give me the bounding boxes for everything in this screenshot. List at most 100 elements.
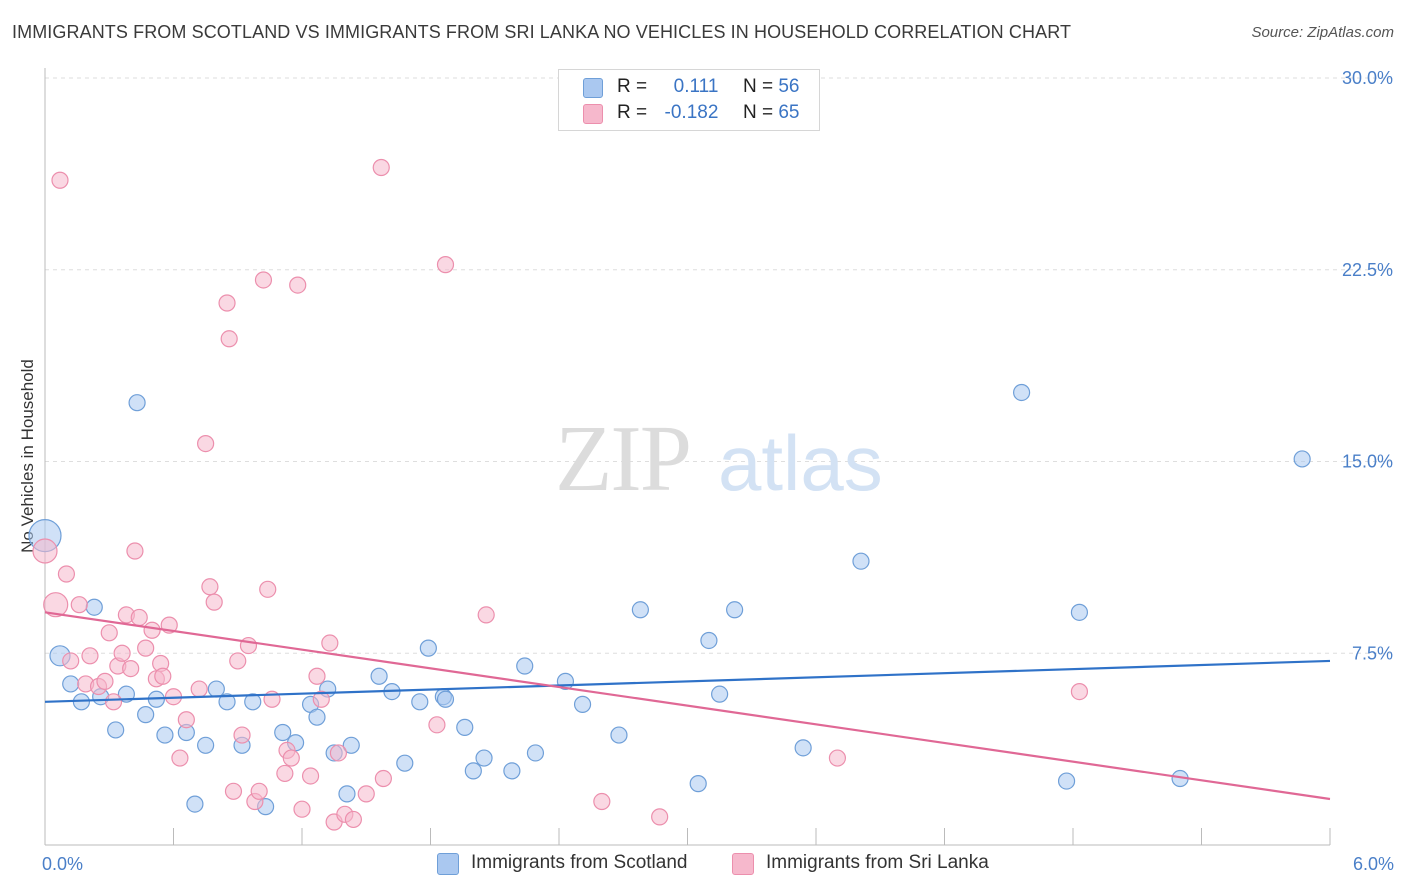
point-srilanka-24 xyxy=(171,749,189,767)
point-srilanka-17 xyxy=(137,639,155,657)
legend-label-srilanka: Immigrants from Sri Lanka xyxy=(766,852,989,873)
point-srilanka-39 xyxy=(259,580,277,598)
point-scotland-15 xyxy=(207,680,225,698)
point-scotland-32 xyxy=(419,639,437,657)
n-value: 56 xyxy=(778,76,800,97)
legend-swatch-scotland xyxy=(437,853,459,875)
point-scotland-35 xyxy=(456,718,474,736)
point-srilanka-38 xyxy=(254,271,273,289)
point-scotland-47 xyxy=(711,685,729,703)
point-scotland-50 xyxy=(852,552,870,570)
trend-line-srilanka xyxy=(44,611,1331,801)
point-srilanka-30 xyxy=(218,294,236,312)
legend-label-scotland: Immigrants from Scotland xyxy=(471,852,688,873)
point-scotland-14 xyxy=(197,736,215,754)
point-srilanka-21 xyxy=(154,667,172,685)
point-scotland-2 xyxy=(62,675,80,693)
point-srilanka-43 xyxy=(282,749,300,767)
point-srilanka-59 xyxy=(477,606,495,624)
trend-line-scotland xyxy=(44,659,1331,703)
y-tick-label-0: 7.5% xyxy=(1352,643,1393,663)
point-srilanka-1 xyxy=(43,592,69,618)
point-srilanka-63 xyxy=(1070,682,1089,701)
point-srilanka-16 xyxy=(130,608,148,627)
y-tick-label-3: 30.0% xyxy=(1342,68,1393,88)
source-credit: Source: ZipAtlas.com xyxy=(1251,24,1394,41)
point-scotland-51 xyxy=(1012,383,1031,402)
point-scotland-11 xyxy=(156,726,174,744)
point-scotland-31 xyxy=(411,693,429,711)
point-srilanka-53 xyxy=(344,810,362,829)
point-srilanka-34 xyxy=(233,726,251,744)
point-srilanka-28 xyxy=(201,578,219,596)
point-scotland-40 xyxy=(526,744,545,762)
x-tick-label-0: 0.0% xyxy=(42,854,83,874)
point-srilanka-46 xyxy=(301,767,320,785)
point-scotland-13 xyxy=(186,795,204,813)
point-srilanka-18 xyxy=(143,621,161,639)
point-srilanka-3 xyxy=(57,565,76,583)
point-srilanka-0 xyxy=(32,538,58,564)
point-srilanka-10 xyxy=(100,624,118,642)
series-legend: Immigrants from Scotland Immigrants from… xyxy=(0,852,1406,876)
point-srilanka-37 xyxy=(250,782,268,800)
point-scotland-20 xyxy=(274,723,292,742)
chart-title: IMMIGRANTS FROM SCOTLAND VS IMMIGRANTS F… xyxy=(12,22,1072,42)
point-srilanka-2 xyxy=(51,171,69,189)
point-scotland-53 xyxy=(1070,603,1089,621)
n-value: 65 xyxy=(778,102,800,123)
r-label: R = xyxy=(617,76,648,97)
point-scotland-55 xyxy=(1293,450,1311,468)
data-points xyxy=(28,158,1311,831)
n-label: N = xyxy=(742,76,774,97)
point-srilanka-4 xyxy=(62,652,80,670)
point-srilanka-49 xyxy=(321,634,339,652)
axes xyxy=(44,68,1331,846)
point-scotland-44 xyxy=(631,601,649,619)
point-scotland-23 xyxy=(308,708,326,726)
point-srilanka-61 xyxy=(651,808,669,826)
point-srilanka-27 xyxy=(197,435,215,453)
x-tick-label-1: 6.0% xyxy=(1353,854,1394,874)
point-scotland-43 xyxy=(610,726,628,744)
point-scotland-39 xyxy=(516,657,534,675)
point-srilanka-55 xyxy=(372,158,390,177)
legend-swatch-srilanka xyxy=(732,853,754,875)
point-scotland-42 xyxy=(573,695,592,713)
point-scotland-8 xyxy=(128,394,146,412)
point-scotland-52 xyxy=(1057,772,1076,790)
n-label: N = xyxy=(742,102,774,123)
correlation-legend: R = 0.111 N = 56 R = -0.182 N = 65 xyxy=(558,69,820,131)
point-srilanka-25 xyxy=(177,711,195,729)
point-scotland-37 xyxy=(475,749,493,767)
point-srilanka-60 xyxy=(593,792,611,811)
point-srilanka-33 xyxy=(229,652,247,670)
point-srilanka-44 xyxy=(289,276,307,294)
point-srilanka-5 xyxy=(70,596,88,614)
point-scotland-48 xyxy=(726,601,744,619)
point-scotland-6 xyxy=(107,721,125,739)
point-srilanka-58 xyxy=(436,256,455,274)
point-scotland-16 xyxy=(218,693,236,711)
point-srilanka-54 xyxy=(357,785,375,803)
legend-stats-scotland: R = 0.111 N = 56 xyxy=(617,76,799,98)
point-srilanka-48 xyxy=(312,690,330,708)
point-srilanka-7 xyxy=(81,647,99,665)
point-srilanka-45 xyxy=(293,800,311,818)
point-srilanka-47 xyxy=(308,667,326,685)
legend-swatch-srilanka xyxy=(583,104,603,124)
r-label: R = xyxy=(617,102,648,123)
point-srilanka-41 xyxy=(276,764,294,783)
tick-labels: 7.5% 15.0% 22.5% 30.0% 0.0% 6.0% xyxy=(42,68,1394,874)
point-srilanka-51 xyxy=(329,744,348,762)
point-srilanka-31 xyxy=(220,330,238,348)
watermark-atlas: atlas xyxy=(718,419,883,507)
point-scotland-36 xyxy=(464,762,482,780)
point-scotland-4 xyxy=(85,598,103,616)
point-srilanka-9 xyxy=(96,672,114,690)
point-srilanka-12 xyxy=(113,644,131,662)
point-srilanka-14 xyxy=(122,659,140,678)
point-srilanka-56 xyxy=(374,769,392,788)
grid-lines xyxy=(45,77,1392,654)
